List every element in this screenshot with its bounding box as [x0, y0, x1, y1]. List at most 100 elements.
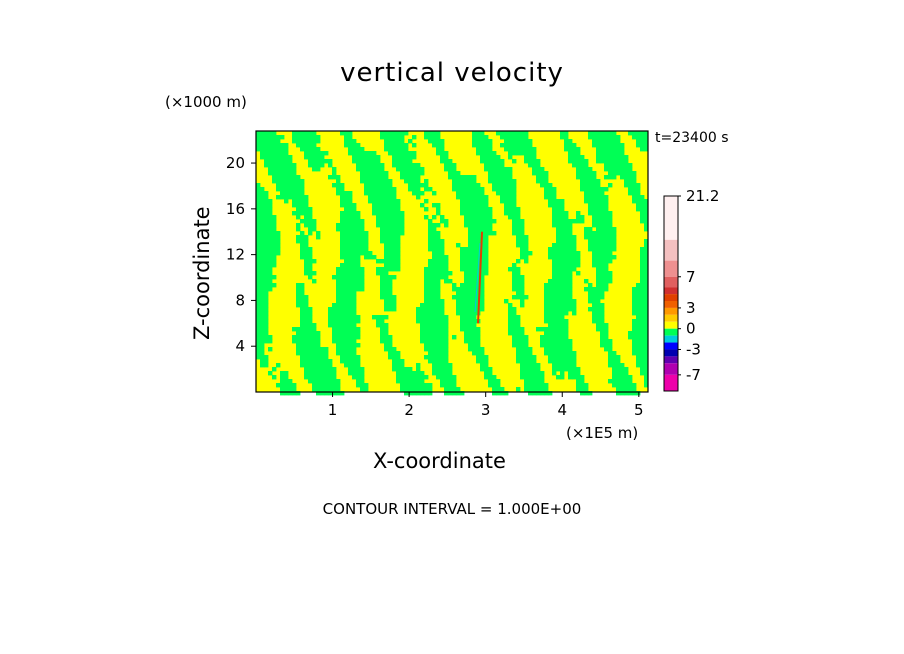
negative-velocity-cell [508, 307, 513, 312]
negative-velocity-cell [408, 159, 413, 164]
negative-velocity-cell [360, 287, 365, 292]
negative-velocity-cell [276, 179, 281, 184]
negative-velocity-cell [448, 171, 453, 176]
negative-velocity-cell [520, 283, 525, 288]
negative-velocity-cell [384, 231, 389, 236]
negative-velocity-cell [392, 219, 397, 224]
negative-velocity-cell [360, 179, 365, 184]
negative-velocity-cell [356, 151, 361, 156]
negative-velocity-cell [588, 171, 593, 176]
negative-velocity-cell [568, 303, 573, 308]
negative-velocity-cell [620, 171, 625, 176]
negative-velocity-cell [560, 211, 565, 216]
negative-velocity-cell [380, 171, 385, 176]
negative-velocity-cell [612, 355, 617, 360]
negative-velocity-cell [388, 191, 393, 196]
negative-velocity-cell [332, 387, 337, 392]
negative-velocity-cell [492, 151, 497, 156]
negative-velocity-cell [316, 351, 321, 356]
negative-velocity-cell [572, 355, 577, 360]
negative-velocity-cell [532, 155, 537, 160]
negative-velocity-cell [332, 311, 337, 316]
negative-velocity-cell [464, 311, 469, 316]
negative-velocity-cell [476, 215, 481, 220]
negative-velocity-cell [416, 391, 421, 396]
negative-velocity-cell [608, 151, 613, 156]
negative-velocity-cell [380, 275, 385, 280]
negative-velocity-cell [348, 215, 353, 220]
negative-velocity-cell [264, 275, 269, 280]
colorbar-band [664, 349, 678, 357]
negative-velocity-cell [464, 219, 469, 224]
negative-velocity-cell [348, 263, 353, 268]
negative-velocity-cell [480, 223, 485, 228]
negative-velocity-cell [388, 303, 393, 308]
negative-velocity-cell [604, 275, 609, 280]
negative-velocity-cell [444, 159, 449, 164]
negative-velocity-cell [300, 147, 305, 152]
negative-velocity-cell [392, 159, 397, 164]
negative-velocity-cell [336, 391, 341, 396]
negative-velocity-cell [580, 219, 585, 224]
negative-velocity-cell [524, 155, 529, 160]
negative-velocity-cell [548, 319, 553, 324]
negative-velocity-cell [568, 227, 573, 232]
negative-velocity-cell [272, 255, 277, 260]
negative-velocity-cell [640, 335, 645, 340]
negative-velocity-cell [300, 207, 305, 212]
negative-velocity-cell [384, 139, 389, 144]
negative-velocity-cell [468, 247, 473, 252]
negative-velocity-cell [272, 143, 277, 148]
negative-velocity-cell [416, 319, 421, 324]
negative-velocity-cell [580, 391, 585, 396]
negative-velocity-cell [260, 243, 265, 248]
negative-velocity-cell [256, 303, 261, 308]
negative-velocity-cell [540, 375, 545, 380]
negative-velocity-cell [568, 299, 573, 304]
negative-velocity-cell [536, 171, 541, 176]
negative-velocity-cell [556, 311, 561, 316]
negative-velocity-cell [264, 211, 269, 216]
negative-velocity-cell [596, 211, 601, 216]
negative-velocity-cell [608, 271, 613, 276]
negative-velocity-cell [564, 303, 569, 308]
negative-velocity-cell [560, 299, 565, 304]
negative-velocity-cell [572, 263, 577, 268]
negative-velocity-cell [596, 319, 601, 324]
negative-velocity-cell [464, 223, 469, 228]
negative-velocity-cell [336, 295, 341, 300]
negative-velocity-cell [348, 311, 353, 316]
negative-velocity-cell [268, 151, 273, 156]
negative-velocity-cell [344, 279, 349, 284]
negative-velocity-cell [256, 339, 261, 344]
negative-velocity-cell [584, 171, 589, 176]
negative-velocity-cell [636, 299, 641, 304]
negative-velocity-cell [328, 391, 333, 396]
negative-velocity-cell [272, 283, 277, 288]
negative-velocity-cell [608, 163, 613, 168]
negative-velocity-cell [644, 211, 649, 216]
negative-velocity-cell [388, 211, 393, 216]
negative-velocity-cell [348, 223, 353, 228]
negative-velocity-cell [296, 195, 301, 200]
negative-velocity-cell [444, 347, 449, 352]
negative-velocity-cell [592, 263, 597, 268]
negative-velocity-cell [524, 295, 529, 300]
negative-velocity-cell [464, 291, 469, 296]
negative-velocity-cell [352, 203, 357, 208]
negative-velocity-cell [508, 187, 513, 192]
negative-velocity-cell [312, 139, 317, 144]
negative-velocity-cell [288, 179, 293, 184]
negative-velocity-cell [444, 371, 449, 376]
negative-velocity-cell [568, 279, 573, 284]
negative-velocity-cell [296, 179, 301, 184]
negative-velocity-cell [416, 307, 421, 312]
negative-velocity-cell [544, 387, 549, 392]
negative-velocity-cell [592, 219, 597, 224]
negative-velocity-cell [380, 323, 385, 328]
negative-velocity-cell [440, 243, 445, 248]
x-tick-label: 5 [634, 401, 644, 419]
negative-velocity-cell [616, 147, 621, 152]
negative-velocity-cell [552, 335, 557, 340]
